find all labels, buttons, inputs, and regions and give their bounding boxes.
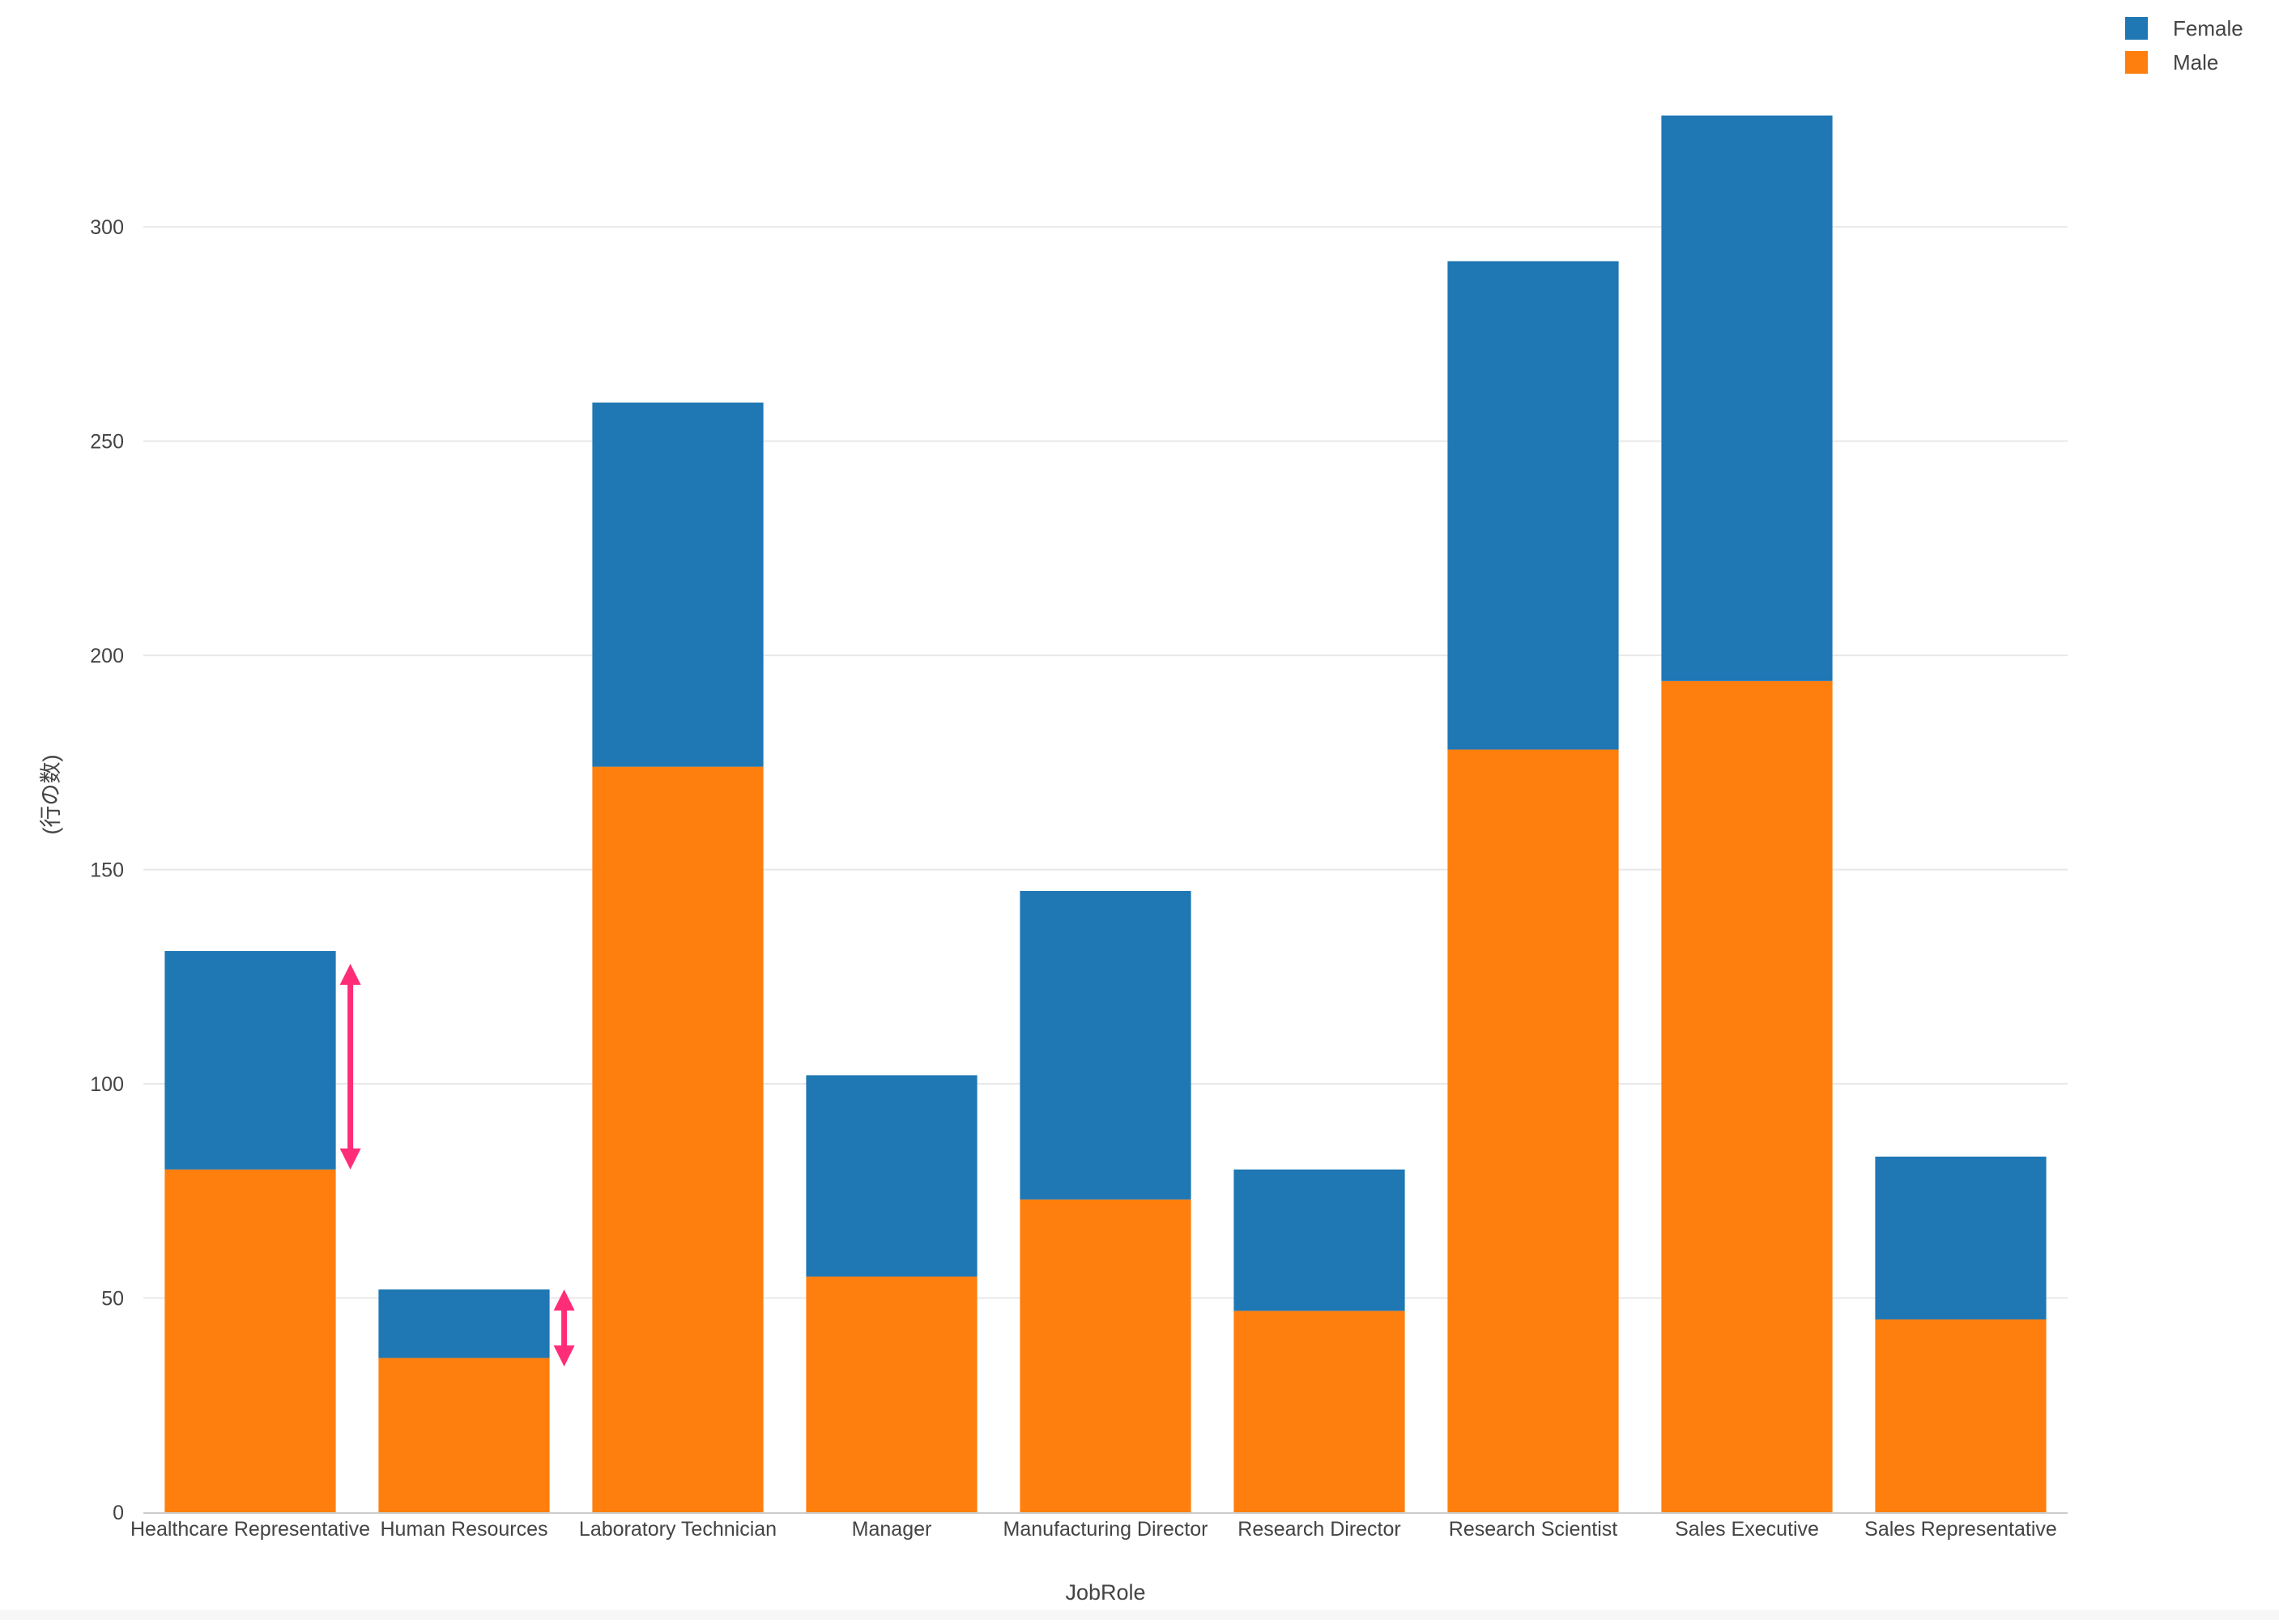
bars: [164, 115, 2047, 1512]
arrow-head-down: [339, 1148, 361, 1170]
bar-female[interactable]: [592, 403, 764, 767]
y-tick-label: 0: [113, 1502, 124, 1524]
bar-male[interactable]: [164, 1169, 336, 1512]
legend-item-male[interactable]: Male: [2125, 50, 2218, 75]
legend[interactable]: Female Male: [2125, 16, 2243, 75]
bar-female[interactable]: [1020, 891, 1191, 1200]
arrow-head-down: [553, 1345, 575, 1367]
bar-male[interactable]: [1020, 1199, 1191, 1512]
bottom-strip: [0, 1610, 2279, 1620]
legend-swatch: [2125, 17, 2148, 40]
x-tick-label: Human Resources: [380, 1518, 547, 1541]
bar-female[interactable]: [378, 1289, 550, 1358]
double-arrow-annotation: [553, 1289, 575, 1367]
y-tick-label: 100: [90, 1073, 124, 1096]
bar-male[interactable]: [1661, 680, 1833, 1512]
legend-label: Male: [2173, 50, 2218, 75]
bar-male[interactable]: [378, 1358, 550, 1512]
bar-female[interactable]: [1233, 1169, 1405, 1311]
y-tick-label: 200: [90, 645, 124, 667]
x-tick-label: Manufacturing Director: [1003, 1518, 1208, 1541]
bar-female[interactable]: [806, 1075, 978, 1277]
legend-label: Female: [2173, 16, 2243, 40]
x-tick-label: Research Scientist: [1449, 1518, 1617, 1541]
arrow-head-up: [339, 963, 361, 985]
legend-swatch: [2125, 51, 2148, 74]
y-tick-label: 150: [90, 859, 124, 882]
x-tick-label: Sales Representative: [1864, 1518, 2057, 1541]
double-arrow-annotation: [339, 963, 361, 1170]
x-axis-title: JobRole: [1065, 1580, 1145, 1605]
bar-female[interactable]: [1661, 115, 1833, 681]
x-tick-label: Healthcare Representative: [130, 1518, 370, 1541]
bar-male[interactable]: [806, 1277, 978, 1512]
bar-male[interactable]: [1875, 1319, 2047, 1512]
y-tick-labels: 0 50 100 150 200 250 300: [90, 216, 124, 1524]
x-tick-label: Laboratory Technician: [579, 1518, 777, 1541]
arrow-head-up: [553, 1289, 575, 1311]
x-tick-labels: Healthcare Representative Human Resources…: [130, 1518, 2057, 1541]
bar-female[interactable]: [1447, 261, 1619, 750]
y-axis-title: (行の数): [39, 755, 63, 835]
x-tick-label: Sales Executive: [1675, 1518, 1819, 1541]
bar-male[interactable]: [1447, 749, 1619, 1512]
bar-male[interactable]: [592, 766, 764, 1512]
y-tick-label: 250: [90, 431, 124, 454]
legend-item-female[interactable]: Female: [2125, 16, 2243, 40]
bar-female[interactable]: [164, 951, 336, 1170]
x-tick-label: Research Director: [1237, 1518, 1400, 1541]
bar-male[interactable]: [1233, 1311, 1405, 1512]
bar-female[interactable]: [1875, 1156, 2047, 1319]
y-tick-label: 50: [101, 1288, 124, 1311]
y-tick-label: 300: [90, 216, 124, 239]
x-tick-label: Manager: [852, 1518, 932, 1541]
annotations: [339, 963, 575, 1367]
